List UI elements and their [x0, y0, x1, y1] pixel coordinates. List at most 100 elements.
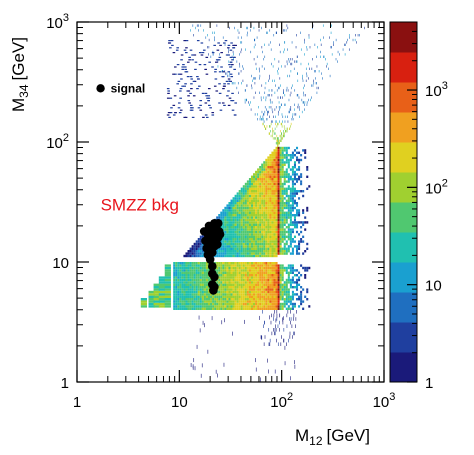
heatmap-cell — [244, 221, 247, 224]
heatmap-cell — [291, 185, 294, 188]
heatmap-cell — [226, 247, 229, 250]
heatmap-cell — [228, 230, 231, 234]
heatmap-cell — [273, 233, 276, 236]
heatmap-cell — [295, 190, 299, 193]
heatmap-cell — [224, 293, 227, 296]
heatmap-cell — [300, 290, 303, 294]
heatmap-cell — [207, 300, 211, 303]
heatmap-cell — [278, 142, 280, 145]
heatmap-cell — [164, 274, 171, 277]
heatmap-cell — [228, 64, 231, 66]
heatmap-cell — [248, 206, 251, 210]
heatmap-cell — [289, 74, 291, 78]
heatmap-cell — [298, 247, 301, 250]
heatmap-cell — [278, 67, 279, 70]
heatmap-cell — [259, 315, 260, 320]
heatmap-cell — [181, 269, 184, 272]
heatmap-cell — [263, 113, 264, 116]
heatmap-cell — [289, 194, 292, 198]
heatmap-cell — [198, 52, 202, 54]
heatmap-cell — [281, 65, 282, 68]
heatmap-cell — [269, 338, 271, 343]
heatmap-cell — [267, 94, 269, 97]
heatmap-cell — [240, 305, 243, 308]
colorbar-segment — [390, 82, 417, 113]
heatmap-cell — [183, 290, 186, 294]
heatmap-cell — [287, 298, 290, 301]
heatmap-cell — [273, 286, 276, 289]
heatmap-cell — [283, 206, 286, 210]
heatmap-cell — [267, 288, 270, 291]
heatmap-cell — [271, 158, 274, 162]
heatmap-cell — [273, 216, 276, 219]
heatmap-cell — [304, 250, 307, 253]
heatmap-cell — [210, 305, 213, 308]
heatmap-cell — [267, 194, 270, 198]
heatmap-cell — [318, 86, 319, 90]
heatmap-cell — [188, 59, 191, 61]
heatmap-cell — [275, 264, 278, 267]
heatmap-cell — [300, 295, 303, 298]
heatmap-cell — [259, 190, 262, 193]
heatmap-cell — [281, 166, 284, 169]
heatmap-cell — [273, 154, 276, 157]
heatmap-cell — [158, 298, 166, 301]
heatmap-cell — [191, 300, 194, 303]
heatmap-cell — [304, 103, 305, 106]
heatmap-cell — [275, 324, 276, 328]
heatmap-cell — [276, 89, 278, 92]
heatmap-cell — [290, 376, 291, 381]
heatmap-cell — [291, 204, 294, 207]
heatmap-cell — [287, 206, 290, 210]
heatmap-cell — [281, 250, 284, 253]
heatmap-cell — [287, 223, 290, 226]
heatmap-cell — [199, 266, 202, 270]
heatmap-cell — [287, 305, 290, 308]
heatmap-cell — [191, 264, 194, 267]
heatmap-cell — [306, 247, 309, 250]
heatmap-cell — [230, 305, 233, 308]
heatmap-cell — [238, 283, 241, 286]
heatmap-cell — [269, 254, 272, 258]
heatmap-cell — [277, 305, 280, 308]
heatmap-cell — [164, 295, 171, 298]
heatmap-cell — [275, 185, 278, 188]
heatmap-cell — [207, 100, 210, 102]
heatmap-cell — [255, 199, 258, 202]
heatmap-cell — [275, 204, 278, 207]
heatmap-cell — [205, 300, 208, 303]
heatmap-cell — [277, 300, 280, 303]
heatmap-cell — [285, 175, 288, 178]
heatmap-cell — [226, 274, 229, 277]
heatmap-cell — [232, 252, 235, 255]
heatmap-cell — [281, 170, 284, 174]
heatmap-cell — [263, 230, 266, 234]
heatmap-cell — [218, 283, 221, 286]
heatmap-cell — [224, 302, 227, 306]
heatmap-cell — [279, 211, 282, 214]
heatmap-cell — [275, 170, 278, 174]
heatmap-cell — [248, 290, 251, 294]
heatmap-cell — [240, 271, 243, 274]
heatmap-cell — [314, 70, 315, 73]
heatmap-cell — [265, 235, 268, 238]
heatmap-cell — [280, 96, 281, 99]
heatmap-cell — [192, 364, 194, 369]
heatmap-cell — [276, 317, 278, 321]
heatmap-cell — [264, 43, 265, 46]
heatmap-cell — [285, 218, 288, 222]
heatmap-cell — [293, 161, 296, 164]
heatmap-cell — [281, 223, 284, 226]
heatmap-cell — [257, 233, 260, 236]
heatmap-cell — [242, 214, 245, 217]
heatmap-cell — [248, 214, 251, 217]
heatmap-cell — [257, 242, 260, 246]
heatmap-cell — [179, 293, 182, 296]
heatmap-cell — [228, 60, 230, 63]
heatmap-cell — [297, 72, 298, 75]
heatmap-cell — [304, 149, 307, 152]
heatmap-cell — [283, 242, 286, 246]
heatmap-cell — [274, 137, 276, 140]
heatmap-cell — [293, 154, 296, 157]
heatmap-cell — [291, 269, 294, 272]
